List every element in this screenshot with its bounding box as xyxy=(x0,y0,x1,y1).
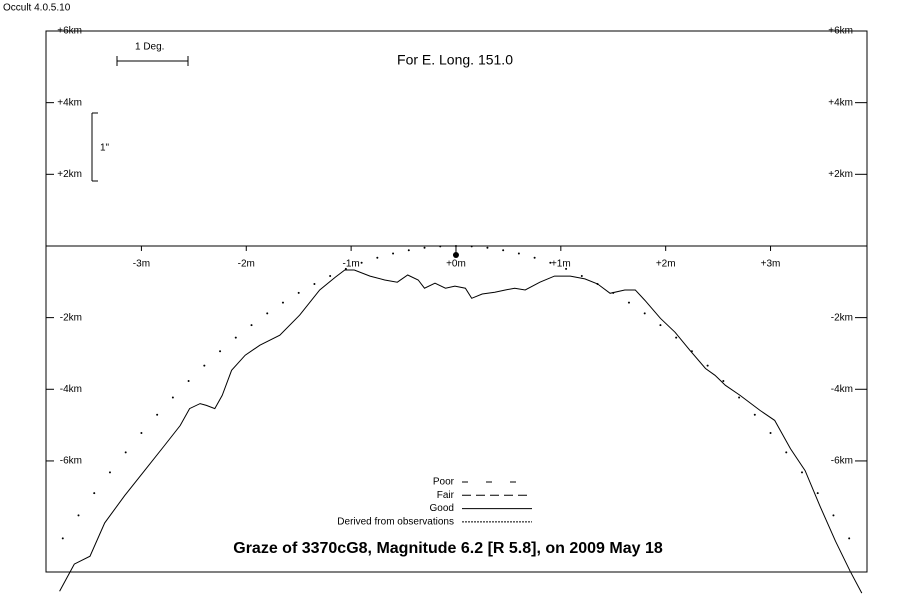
mean-limb-dot xyxy=(156,413,159,416)
y-tick-label: -6km xyxy=(60,456,82,467)
x-tick-label: +3m xyxy=(761,259,781,270)
mean-limb-dot xyxy=(549,261,552,264)
mean-limb-dot xyxy=(203,364,206,367)
chart-title: Graze of 3370cG8, Magnitude 6.2 [R 5.8],… xyxy=(233,540,663,557)
legend-label: Derived from observations xyxy=(337,517,454,528)
y-tick-label: -4km xyxy=(60,384,82,395)
mean-limb-dot xyxy=(392,252,395,255)
mean-limb-dot xyxy=(219,350,222,353)
mean-limb-dot xyxy=(738,396,741,399)
mean-limb-dot xyxy=(124,451,127,454)
mean-limb-dot xyxy=(627,301,630,304)
y-tick-label: +6km xyxy=(828,26,853,37)
mean-limb-dot xyxy=(93,492,96,495)
mean-limb-dot xyxy=(832,514,835,517)
mean-limb-dot xyxy=(533,256,536,259)
mean-limb-dot xyxy=(454,244,457,247)
mean-limb-dot xyxy=(329,275,332,278)
mean-limb-dot xyxy=(722,380,725,383)
mean-limb-dot xyxy=(281,301,284,304)
mean-limb-dot xyxy=(753,413,756,416)
mean-limb-dot xyxy=(344,267,347,270)
scale-bar-x-label: 1 Deg. xyxy=(135,42,164,53)
y-tick-label: +4km xyxy=(57,97,82,108)
mean-limb-dot xyxy=(234,336,237,339)
y-tick-label: +2km xyxy=(57,169,82,180)
mean-limb-dot xyxy=(612,291,615,294)
mean-limb-dot xyxy=(108,471,111,474)
mean-limb-dot xyxy=(785,451,788,454)
mean-limb-dot xyxy=(470,245,473,248)
star-marker xyxy=(452,251,459,258)
mean-limb-dot xyxy=(297,291,300,294)
plot-frame xyxy=(45,30,868,573)
mean-limb-dot xyxy=(140,431,143,434)
mean-limb-dot xyxy=(61,537,64,540)
limb-profile xyxy=(59,269,863,594)
mean-limb-dot xyxy=(517,252,520,255)
mean-limb-dot xyxy=(706,364,709,367)
mean-limb-dot xyxy=(376,256,379,259)
y-tick-label: +6km xyxy=(57,26,82,37)
mean-limb-dot xyxy=(360,261,363,264)
mean-limb-dot xyxy=(643,312,646,315)
scale-bar-x xyxy=(116,56,189,66)
mean-limb-dot xyxy=(769,431,772,434)
subtitle: For E. Long. 151.0 xyxy=(397,52,513,68)
mean-limb-dot xyxy=(800,471,803,474)
y-tick-label: -6km xyxy=(831,456,853,467)
mean-limb-dot xyxy=(171,396,174,399)
mean-limb-dot xyxy=(675,336,678,339)
legend-label: Good xyxy=(430,503,454,514)
y-tick-label: -4km xyxy=(831,384,853,395)
mean-limb-dot xyxy=(266,312,269,315)
x-tick-label: -3m xyxy=(133,259,150,270)
legend-label: Poor xyxy=(433,477,455,488)
x-tick-label: +1m xyxy=(551,259,571,270)
y-tick-label: -2km xyxy=(831,312,853,323)
mean-limb-dot xyxy=(187,380,190,383)
x-tick-label: -1m xyxy=(343,259,360,270)
mean-limb-dot xyxy=(816,492,819,495)
mean-limb-dot xyxy=(502,249,505,252)
scale-bar-y-label: 1" xyxy=(100,143,110,154)
legend-label: Fair xyxy=(437,490,455,501)
mean-limb-dot xyxy=(486,246,489,249)
mean-limb-dot xyxy=(250,324,253,327)
mean-limb-dot xyxy=(580,275,583,278)
x-tick-label: -2m xyxy=(238,259,255,270)
mean-limb-dot xyxy=(77,514,80,517)
mean-limb-dot xyxy=(690,350,693,353)
y-tick-label: +2km xyxy=(828,169,853,180)
mean-limb-dot xyxy=(565,267,568,270)
mean-limb-dot xyxy=(313,282,316,285)
y-tick-label: -2km xyxy=(60,312,82,323)
mean-limb-dot xyxy=(596,282,599,285)
mean-limb-dot xyxy=(423,246,426,249)
mean-limb-dot xyxy=(659,324,662,327)
mean-limb-dot xyxy=(407,249,410,252)
x-tick-label: +0m xyxy=(446,259,466,270)
scale-bar-y xyxy=(91,112,98,182)
y-tick-label: +4km xyxy=(828,97,853,108)
x-tick-label: +2m xyxy=(656,259,676,270)
mean-limb-dot xyxy=(439,245,442,248)
mean-limb-dot xyxy=(848,537,851,540)
app-title: Occult 4.0.5.10 xyxy=(3,3,71,14)
